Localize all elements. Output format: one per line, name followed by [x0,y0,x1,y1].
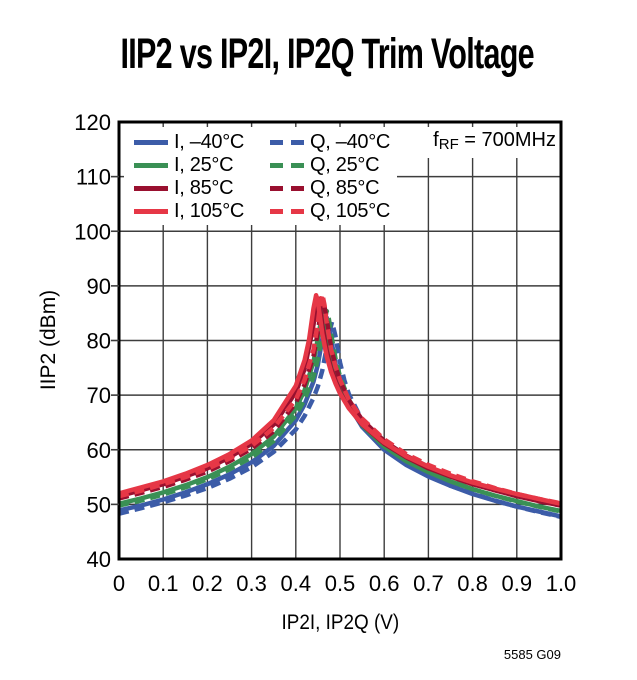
annotation-background [406,127,556,158]
legend-swatch-q-105c [270,209,304,215]
x-tick-label: 0 [113,571,125,596]
x-tick-label: 0.1 [148,571,179,596]
legend-label: Q, –40°C [310,130,391,153]
y-tick-label: 80 [87,329,111,354]
x-tick-label: 0.6 [369,571,400,596]
legend-item-i-85c: I, 85°C [134,177,234,200]
y-tick-label: 110 [76,165,111,190]
curve-q-minus40c [118,319,562,520]
legend-swatch-q-25c [270,162,304,168]
legend-item-q-105c: Q, 105°C [270,200,391,223]
legend-label: Q, 85°C [310,177,380,200]
x-tick-label: 0.3 [236,571,267,596]
legend-item-i-105c: I, 105°C [134,200,245,223]
chart-title: IIP2 vs IP2I, IP2Q Trim Voltage [120,30,534,78]
legend-swatch-q-85c [270,186,304,192]
legend-label: Q, 25°C [310,153,380,176]
figure-number: 5585 G09 [503,647,561,662]
legend-item-i-25c: I, 25°C [134,153,234,176]
curves-layer [118,291,562,520]
x-tick-label: 1.0 [546,571,577,596]
legend-swatch-i-25c [134,162,168,168]
legend-item-i-minus40c: I, –40°C [134,131,244,153]
y-tick-label: 70 [87,383,111,408]
x-tick-label: 0.5 [325,571,356,596]
y-tick-label: 120 [74,110,111,135]
legend-swatch-q-minus40c [270,139,304,145]
legend-label: I, –40°C [174,130,245,153]
y-tick-label: 100 [74,219,111,244]
legend-label: I, 25°C [174,153,234,176]
curve-i-105c [118,292,562,506]
y-tick-label: 90 [87,274,111,299]
x-tick-label: 0.2 [192,571,223,596]
y-tick-label: 40 [87,547,111,572]
legend-item-q-85c: Q, 85°C [270,177,380,200]
y-axis-label: IIP2 (dBm) [37,289,60,391]
x-tick-label: 0.7 [413,571,444,596]
legend-label: I, 105°C [174,200,245,223]
legend-swatch-i-85c [134,186,168,192]
rf-annotation-subscript: RF [438,136,459,153]
rf-annotation-value: = 700MHz [458,129,556,151]
rf-annotation-prefix: f [433,129,439,151]
x-tick-label: 0.9 [502,571,533,596]
legend-label: Q, 105°C [310,200,391,223]
y-tick-label: 50 [87,492,111,517]
curve-q-105c [118,291,562,506]
x-axis-label: IP2I, IP2Q (V) [281,611,399,634]
legend-swatch-i-minus40c [134,139,168,145]
legend-swatch-i-105c [134,209,168,215]
rf-frequency-annotation: fRF = 700MHz [406,129,556,152]
x-tick-label: 0.4 [281,571,312,596]
legend-item-q-minus40c: Q, –40°C [270,131,390,153]
y-tick-label: 60 [87,438,111,463]
chart-title-wrap: IIP2 vs IP2I, IP2Q Trim Voltage [17,33,637,76]
legend-item-q-25c: Q, 25°C [270,153,380,176]
legend-background [124,127,397,225]
x-tick-label: 0.8 [457,571,488,596]
x-axis-label-wrap: IP2I, IP2Q (V) [119,611,561,635]
legend-label: I, 85°C [174,177,234,200]
